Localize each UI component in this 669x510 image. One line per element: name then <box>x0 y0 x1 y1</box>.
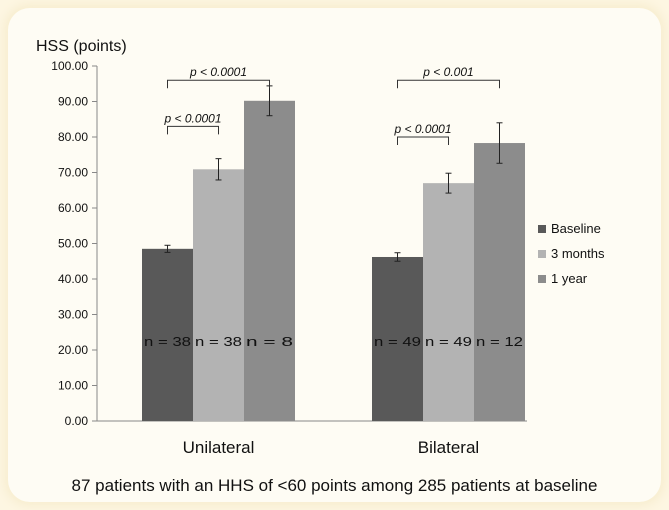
significance-bracket <box>397 79 500 89</box>
x-axis-categories: Unilateral Bilateral <box>183 438 480 457</box>
sample-size-labels: n = 38 n = 49 n = 38 n = 49 n = 8 n = 12 <box>144 334 523 349</box>
significance-bracket <box>167 79 270 89</box>
legend-label: 3 months <box>551 246 605 261</box>
significance-bracket <box>397 136 449 145</box>
y-tick-label: 100.00 <box>51 59 88 73</box>
sample-size-label: n = 12 <box>476 334 523 349</box>
y-tick-label: 70.00 <box>58 166 88 180</box>
y-tick-label: 30.00 <box>58 308 88 322</box>
y-tick-label: 10.00 <box>58 379 88 393</box>
y-tick-label: 60.00 <box>58 201 88 215</box>
y-axis-label: HSS (points) <box>36 38 127 55</box>
error-bars <box>164 85 503 262</box>
x-category-label: Unilateral <box>183 438 255 457</box>
legend-swatch <box>538 275 546 283</box>
p-value-label: p < 0.0001 <box>393 122 451 136</box>
significance-bracket <box>167 125 219 135</box>
bar-1-year <box>244 100 295 421</box>
p-value-label: p < 0.0001 <box>163 111 221 125</box>
y-axis-ticks: 0.00 10.00 20.00 30.00 40.00 50.00 60.00 70.00 8… <box>51 59 97 428</box>
bar-baseline <box>372 256 423 421</box>
chart-card <box>8 8 661 502</box>
legend-swatch <box>538 225 546 233</box>
sample-size-label: n = 49 <box>374 334 421 349</box>
y-tick-label: 90.00 <box>58 95 88 109</box>
significance-brackets: p < 0.0001 p < 0.0001 p < 0.0001 p < 0.001 <box>163 65 500 145</box>
legend-label: 1 year <box>551 271 588 286</box>
p-value-label: p < 0.001 <box>422 65 473 79</box>
legend-label: Baseline <box>551 221 601 236</box>
p-value-label: p < 0.0001 <box>189 65 247 79</box>
sample-size-label: n = 49 <box>425 334 472 349</box>
bar-baseline <box>142 248 193 421</box>
y-tick-label: 20.00 <box>58 343 88 357</box>
y-tick-label: 80.00 <box>58 130 88 144</box>
sample-size-label: n = 38 <box>144 334 191 349</box>
bar-3-months <box>423 183 474 421</box>
y-tick-label: 40.00 <box>58 272 88 286</box>
sample-size-label: n = 8 <box>246 334 293 349</box>
y-tick-label: 50.00 <box>58 237 88 251</box>
sample-size-label: n = 38 <box>195 334 242 349</box>
bar-chart: HSS (points) 0.00 10.00 20.00 30.00 40.00 50.… <box>36 38 605 457</box>
legend-swatch <box>538 250 546 258</box>
chart-caption: 87 patients with an HHS of <60 points am… <box>71 476 598 495</box>
legend: Baseline 3 months 1 year <box>538 221 605 286</box>
bar-1-year <box>474 143 525 421</box>
x-category-label: Bilateral <box>418 438 479 457</box>
y-tick-label: 0.00 <box>65 414 89 428</box>
bar-3-months <box>193 169 244 421</box>
bars <box>142 100 525 421</box>
